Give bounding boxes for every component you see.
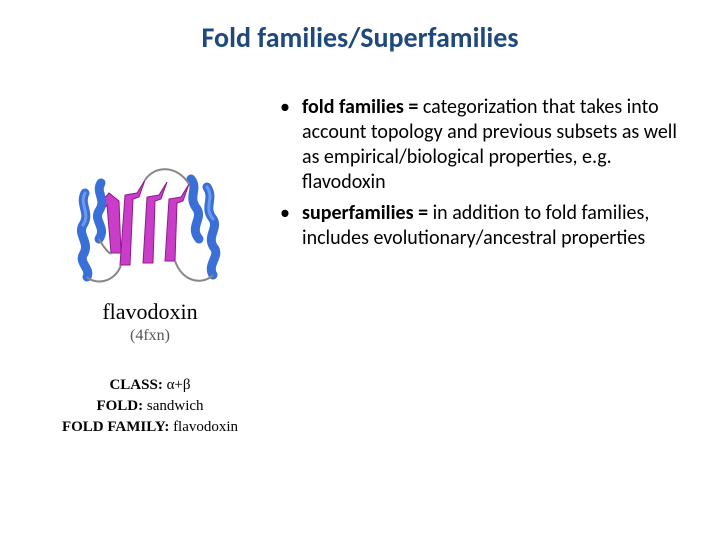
family-label: FOLD FAMILY: [62,419,169,435]
fold-value: sandwich [147,398,204,414]
classification-block: CLASS: α+β FOLD: sandwich FOLD FAMILY: f… [62,375,238,438]
figure-column: flavodoxin (4fxn) CLASS: α+β FOLD: sandw… [30,95,270,438]
term-fold-families: fold families = [302,95,418,119]
class-label: CLASS: [109,377,162,393]
definition-list: fold families = categorization that take… [280,95,690,251]
class-value: α+β [167,377,191,393]
classification-class: CLASS: α+β [62,375,238,396]
content-area: flavodoxin (4fxn) CLASS: α+β FOLD: sandw… [0,65,720,438]
term-superfamilies: superfamilies = [302,201,428,225]
bullet-superfamilies: superfamilies = in addition to fold fami… [280,201,690,251]
bullet-fold-families: fold families = categorization that take… [280,95,690,195]
classification-fold: FOLD: sandwich [62,396,238,417]
protein-pdb-id: (4fxn) [130,327,170,345]
classification-family: FOLD FAMILY: flavodoxin [62,417,238,438]
family-value: flavodoxin [173,419,238,435]
protein-name-label: flavodoxin [102,299,197,325]
bullets-column: fold families = categorization that take… [270,95,690,438]
slide-title: Fold families/Superfamilies [0,0,720,65]
protein-structure-figure [65,135,235,295]
fold-label: FOLD: [96,398,143,414]
